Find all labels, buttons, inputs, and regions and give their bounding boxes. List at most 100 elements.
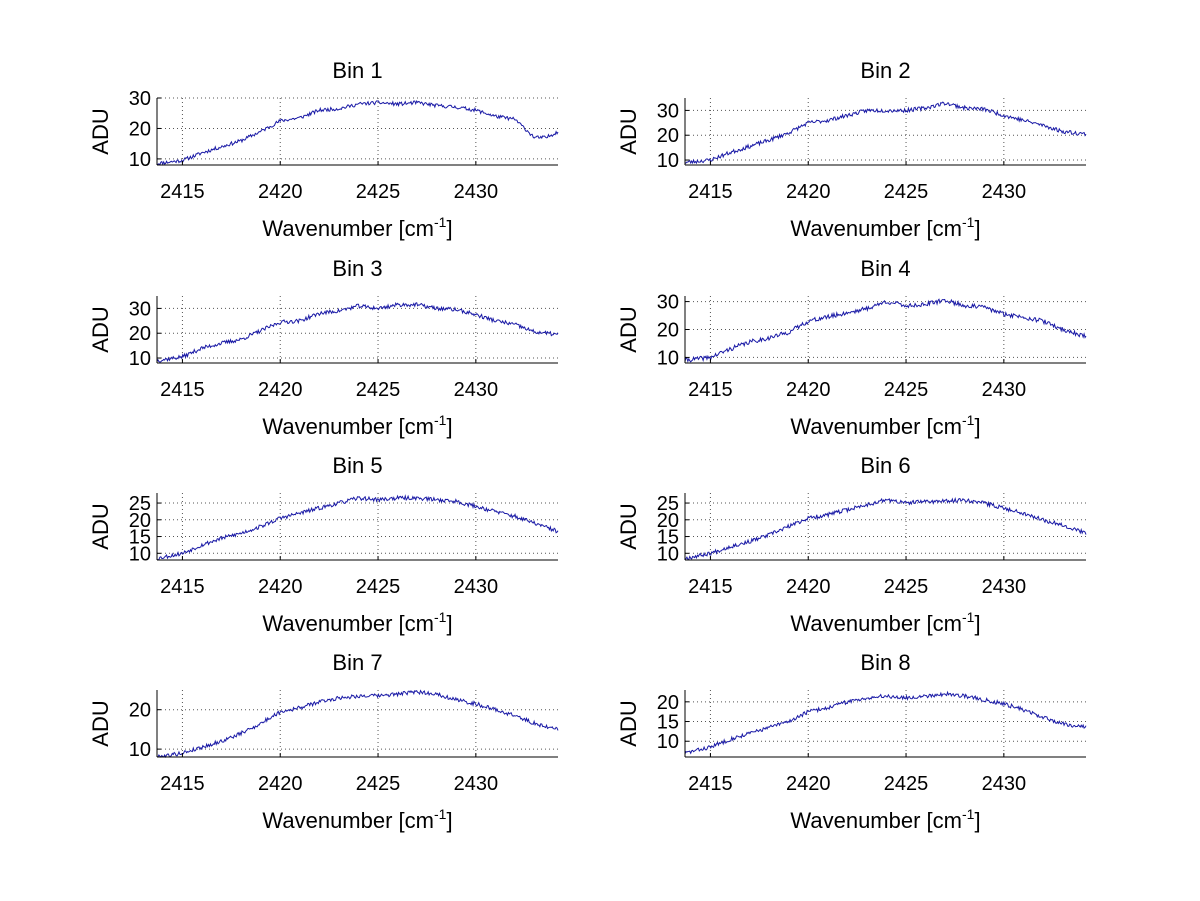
x-axis-label: Wavenumber [cm-1] [262,214,452,241]
y-axis-label: ADU [616,700,641,746]
y-axis-label: ADU [88,503,113,549]
x-tick-label: 2425 [356,773,401,795]
x-tick-label: 2420 [258,773,303,795]
panel-2: Bin 2 2415 2420 2425 2430 10 20 30 ADU Wavenumber… [616,58,1087,241]
y-axis-label: ADU [616,108,641,154]
x-tick-label: 2420 [786,576,831,598]
x-tick-label: 2430 [454,379,499,401]
x-axis-label: Wavenumber [cm-1] [262,609,452,636]
y-tick-label: 30 [129,298,151,320]
x-tick-label: 2425 [356,379,401,401]
x-axis-label-close: ] [446,414,452,439]
x-axis-label: Wavenumber [cm-1] [790,412,980,439]
y-tick-label: 20 [657,692,679,714]
x-axis-label-close: ] [974,216,980,241]
y-tick-label: 10 [129,543,151,565]
y-tick-label: 20 [129,510,151,532]
panel-4: Bin 4 2415 2420 2425 2430 10 20 30 ADU Wavenumber… [616,256,1087,439]
x-axis-label-text: Wavenumber [cm [262,611,434,636]
y-tick-label: 10 [657,543,679,565]
x-tick-label: 2425 [356,576,401,598]
x-tick-label: 2420 [258,379,303,401]
x-axis-label-text: Wavenumber [cm [790,808,962,833]
x-tick-label: 2415 [688,181,733,203]
y-tick-label: 30 [129,88,151,110]
x-tick-label: 2415 [160,379,205,401]
panel-title: Bin 1 [332,58,382,83]
x-tick-label: 2415 [160,576,205,598]
panel-title: Bin 5 [332,453,382,478]
panel-title: Bin 3 [332,256,382,281]
x-tick-label: 2415 [160,773,205,795]
y-axis-label: ADU [88,108,113,154]
x-axis-label: Wavenumber [cm-1] [790,609,980,636]
y-tick-label: 10 [129,348,151,370]
x-tick-label: 2430 [982,773,1027,795]
x-axis-label: Wavenumber [cm-1] [262,412,452,439]
x-tick-label: 2425 [356,181,401,203]
x-tick-label: 2430 [982,181,1027,203]
series-line [684,101,1087,165]
x-tick-label: 2420 [786,379,831,401]
series-line [156,494,559,561]
x-tick-label: 2420 [786,773,831,795]
y-axis-label: ADU [88,700,113,746]
x-tick-label: 2430 [454,773,499,795]
y-tick-label: 10 [657,150,679,172]
x-axis-label-superscript: -1 [962,412,975,428]
x-axis-label-text: Wavenumber [cm [790,414,962,439]
x-tick-label: 2425 [884,379,929,401]
x-axis-label-close: ] [974,414,980,439]
y-axis-label: ADU [616,306,641,352]
x-tick-label: 2420 [258,576,303,598]
x-axis-label-superscript: -1 [434,214,447,230]
series-line [684,496,1087,561]
panel-3: Bin 3 2415 2420 2425 2430 10 20 30 ADU Wavenumber… [88,256,559,439]
y-tick-label: 10 [657,347,679,369]
x-tick-label: 2415 [688,379,733,401]
panel-1: Bin 1 2415 2420 2425 2430 10 20 30 ADU Wavenumber… [88,58,559,241]
x-tick-label: 2415 [688,576,733,598]
y-tick-label: 10 [129,149,151,171]
x-axis-label-superscript: -1 [434,806,447,822]
x-tick-label: 2420 [258,181,303,203]
x-tick-label: 2425 [884,181,929,203]
x-axis-label-text: Wavenumber [cm [790,216,962,241]
x-axis-label: Wavenumber [cm-1] [262,806,452,833]
x-tick-label: 2430 [982,379,1027,401]
panel-7: Bin 7 2415 2420 2425 2430 10 20 ADU Wavenumber [… [88,650,559,833]
x-axis-label-close: ] [446,808,452,833]
y-tick-label: 10 [129,739,151,761]
y-axis-label: ADU [88,306,113,352]
x-axis-label-close: ] [446,216,452,241]
y-tick-label: 25 [657,493,679,515]
x-axis-label-superscript: -1 [962,806,975,822]
y-tick-label: 20 [129,700,151,722]
panel-title: Bin 6 [860,453,910,478]
panel-title: Bin 2 [860,58,910,83]
x-axis-label-superscript: -1 [962,609,975,625]
y-tick-label: 30 [657,292,679,314]
x-axis-label-close: ] [446,611,452,636]
x-tick-label: 2415 [688,773,733,795]
x-axis-label-close: ] [974,611,980,636]
x-tick-label: 2430 [982,576,1027,598]
y-axis-label: ADU [616,503,641,549]
x-tick-label: 2430 [454,576,499,598]
y-tick-label: 20 [129,323,151,345]
x-tick-label: 2430 [454,181,499,203]
x-axis-label-text: Wavenumber [cm [262,808,434,833]
x-axis-label-text: Wavenumber [cm [262,414,434,439]
y-tick-label: 10 [657,731,679,753]
x-tick-label: 2425 [884,576,929,598]
panel-title: Bin 4 [860,256,910,281]
panel-title: Bin 8 [860,650,910,675]
series-line [156,301,559,363]
y-tick-label: 30 [657,100,679,122]
x-tick-label: 2425 [884,773,929,795]
series-line [684,690,1087,755]
x-axis-label: Wavenumber [cm-1] [790,806,980,833]
